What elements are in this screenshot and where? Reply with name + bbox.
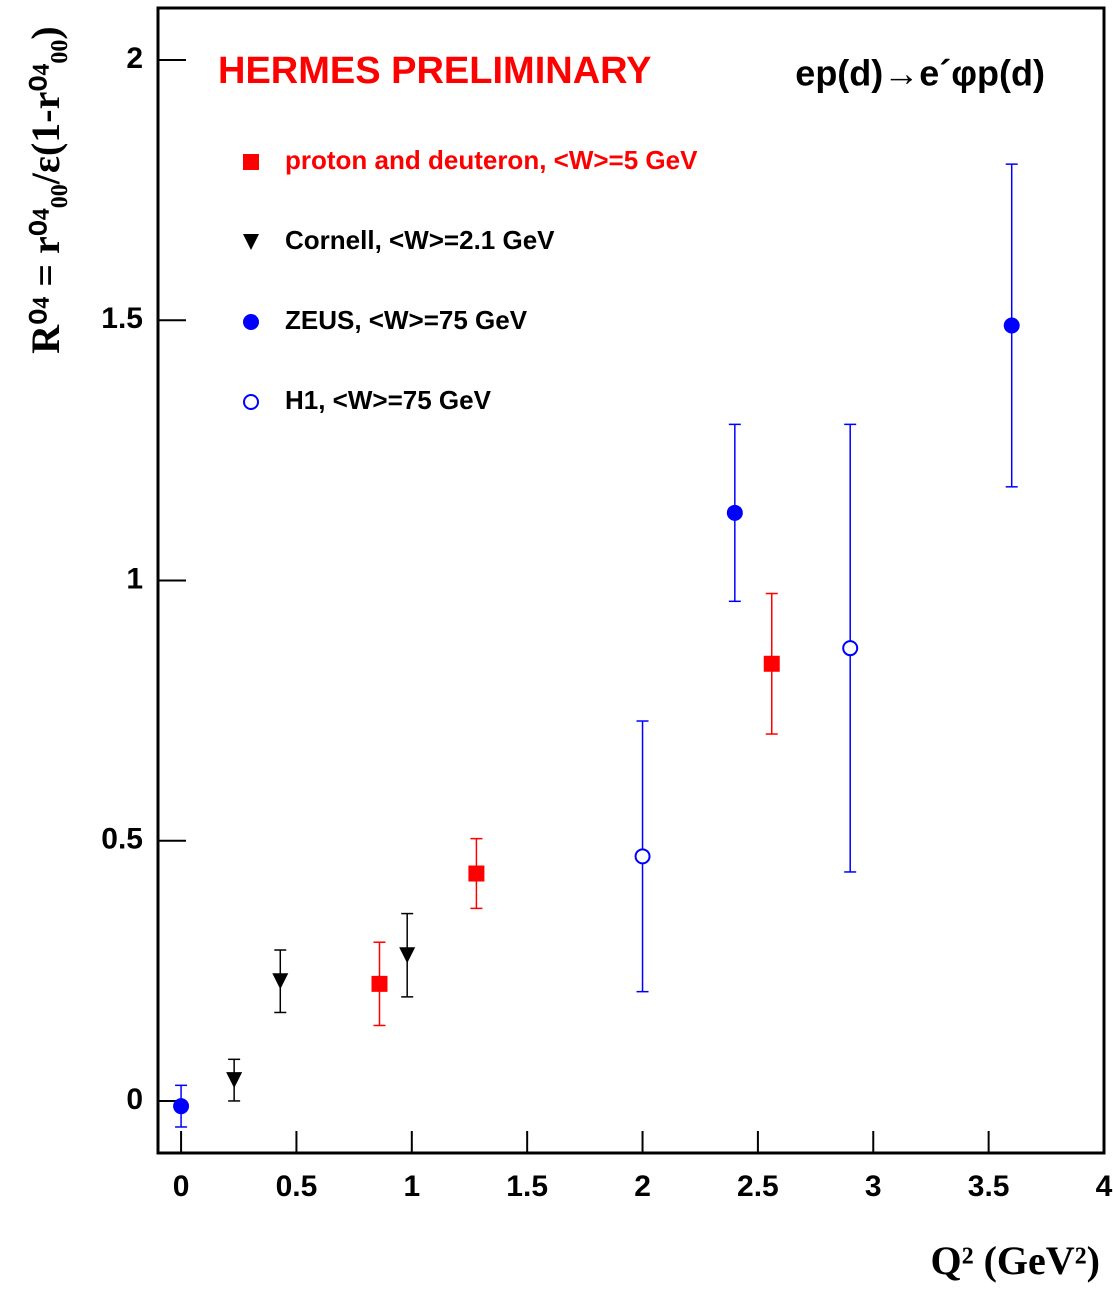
marker <box>468 865 485 882</box>
legend-label: ZEUS, <W>=75 GeV <box>285 305 528 335</box>
x-tick-label: 3 <box>865 1170 882 1203</box>
x-tick-label: 2 <box>634 1170 651 1203</box>
x-tick-label: 1.5 <box>506 1170 548 1203</box>
marker <box>226 1072 243 1089</box>
marker <box>842 640 859 657</box>
marker <box>399 947 416 964</box>
plot-frame <box>156 6 1106 1155</box>
marker <box>726 504 743 521</box>
x-tick-label: 2.5 <box>737 1170 779 1203</box>
x-tick-label: 0 <box>173 1170 190 1203</box>
legend-marker <box>243 394 259 410</box>
legend-marker <box>243 154 259 170</box>
x-tick-label: 1 <box>403 1170 420 1203</box>
y-tick-label: 2 <box>126 42 143 75</box>
marker <box>173 1098 190 1115</box>
legend-marker <box>243 234 259 250</box>
marker <box>1003 317 1020 334</box>
x-tick-label: 3.5 <box>968 1170 1010 1203</box>
y-tick-label: 1 <box>126 562 143 595</box>
legend-marker <box>243 314 259 330</box>
legend-label: Cornell, <W>=2.1 GeV <box>285 225 555 255</box>
x-tick-label: 0.5 <box>276 1170 318 1203</box>
marker <box>634 848 651 865</box>
marker <box>272 973 289 990</box>
marker <box>763 655 780 672</box>
chart-title: HERMES PRELIMINARY <box>218 50 652 92</box>
y-axis-label: R⁰⁴ = r⁰⁴₀₀/ε(1-r⁰⁴₀₀) <box>23 26 68 353</box>
y-tick-label: 0.5 <box>101 823 143 856</box>
x-axis-label: Q² (GeV²) <box>931 1238 1101 1283</box>
y-tick-label: 1.5 <box>101 302 143 335</box>
chart-subtitle: ep(d)→e´φp(d) <box>795 53 1045 94</box>
legend-label: H1, <W>=75 GeV <box>285 385 492 415</box>
legend-label: proton and deuteron, <W>=5 GeV <box>285 145 698 175</box>
marker <box>371 975 388 992</box>
y-tick-label: 0 <box>126 1083 143 1116</box>
x-tick-label: 4 <box>1096 1170 1113 1203</box>
